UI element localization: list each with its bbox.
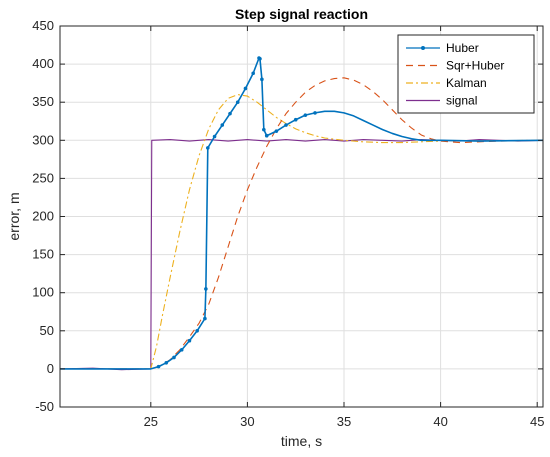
y-tick-label: 100 <box>32 285 54 300</box>
y-tick-label: -50 <box>35 399 54 414</box>
chart-title: Step signal reaction <box>235 6 368 22</box>
y-tick-label: 450 <box>32 18 54 33</box>
series-point-huber <box>187 338 192 343</box>
series-point-huber <box>274 129 279 133</box>
series-point-huber <box>258 56 262 61</box>
series-point-huber <box>235 100 240 104</box>
x-tick-label: 40 <box>433 414 447 429</box>
y-tick-label: 250 <box>32 170 54 185</box>
series-point-huber <box>284 123 288 127</box>
y-tick-label: 150 <box>32 247 54 262</box>
legend-marker <box>421 46 425 50</box>
series-point-huber <box>303 113 308 117</box>
grid <box>60 25 543 408</box>
series-point-huber <box>204 287 208 291</box>
y-tick-label: 350 <box>32 94 54 109</box>
x-tick-label: 35 <box>337 414 351 429</box>
series-point-huber <box>220 123 225 127</box>
legend-entry-label: signal <box>446 94 477 108</box>
series-point-huber <box>251 71 255 76</box>
x-tick-label: 30 <box>240 414 254 429</box>
legend-entry-label: Kalman <box>446 76 487 90</box>
legend: Huber Sqr+Huber Kalman signal <box>397 34 535 114</box>
series-point-huber <box>243 86 248 91</box>
x-axis-label: time, s <box>281 433 322 449</box>
series-point-huber <box>179 348 184 352</box>
legend-entry-label: Huber <box>446 41 479 55</box>
x-tick-label: 45 <box>530 414 544 429</box>
series-point-huber <box>164 361 169 365</box>
series-point-huber <box>203 316 207 321</box>
axis-ticks: 25 30 35 40 45 -50 0 50 100 150 200 250 300 350 400 450 <box>32 18 544 429</box>
series-point-huber <box>262 127 266 132</box>
y-tick-label: 200 <box>32 209 54 224</box>
legend-entry-label: Sqr+Huber <box>446 59 504 73</box>
plot-series <box>59 56 544 371</box>
y-tick-label: 300 <box>32 132 54 147</box>
series-line-sqr-huber <box>60 77 544 370</box>
series-point-huber <box>228 111 232 116</box>
series-point-huber <box>293 117 298 122</box>
y-axis-label: error, m <box>6 192 22 240</box>
series-point-huber <box>205 146 210 150</box>
series-point-huber <box>313 111 317 115</box>
series-point-huber <box>195 329 199 333</box>
series-point-huber <box>172 355 176 360</box>
y-tick-label: 0 <box>47 361 54 376</box>
series-point-huber <box>260 77 264 82</box>
y-tick-label: 50 <box>40 323 54 338</box>
y-tick-label: 400 <box>32 56 54 71</box>
series-point-huber <box>212 134 217 139</box>
series-line-huber <box>60 57 544 370</box>
series-line-kalman <box>60 94 544 370</box>
series-point-huber <box>156 364 161 369</box>
series-point-huber <box>264 133 269 138</box>
x-tick-label: 25 <box>144 414 158 429</box>
